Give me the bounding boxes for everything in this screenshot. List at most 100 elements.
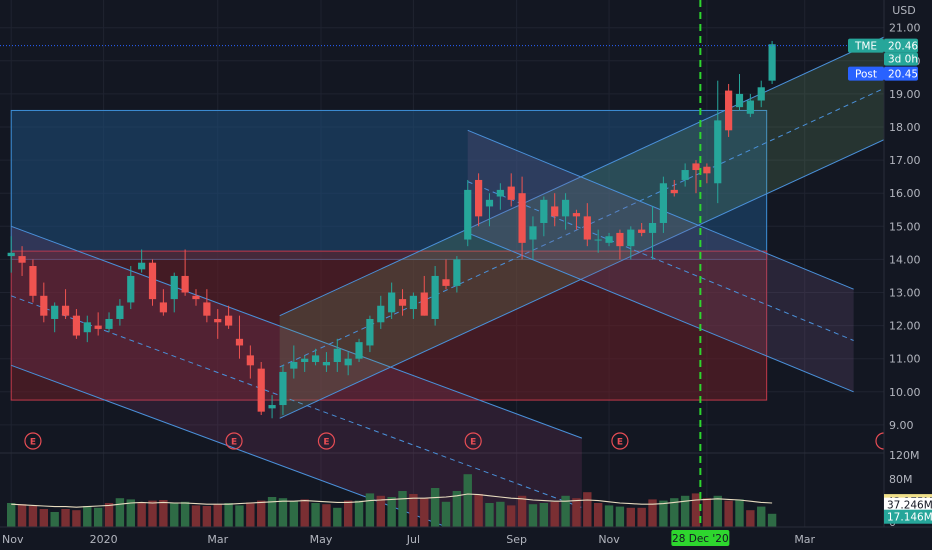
volume-bar [659, 500, 668, 527]
volume-bar [289, 501, 299, 527]
candle-body [529, 226, 537, 240]
volume-bar [376, 495, 385, 527]
channel-down-left-upper [11, 225, 583, 439]
volume-bar [83, 506, 92, 527]
crosshair-date-label: 28 Dec '20 [672, 533, 729, 545]
candle-body [94, 325, 102, 329]
price-tick-label: 21.00 [889, 22, 921, 35]
volume-bar [180, 501, 190, 527]
candle-body [40, 295, 48, 316]
channel-down-right-median [467, 181, 854, 341]
volume-bar [354, 500, 364, 527]
volume-bar [572, 498, 581, 527]
volume-bar [757, 506, 766, 527]
volume-bar [713, 495, 722, 527]
candle-body [638, 229, 646, 233]
time-tick-label: Mar [207, 533, 228, 546]
last-price-tag [884, 38, 918, 53]
candle-body [725, 90, 733, 131]
rectangle-blue [10, 109, 768, 260]
price-tick-label: 13.00 [889, 287, 921, 300]
post-price-label: 20.45 [888, 69, 918, 81]
earnings-marker-label: E [617, 438, 623, 448]
earnings-marker-label: E [30, 438, 36, 448]
candle-body [398, 299, 407, 306]
volume-bar [365, 493, 375, 527]
candle-body [246, 355, 254, 366]
candle-body [268, 405, 276, 409]
crosshair-layer [0, 0, 884, 527]
earnings-marker-label: E [231, 438, 237, 448]
candle-body [377, 305, 385, 323]
volume-bar [441, 501, 451, 527]
volume-bar [39, 509, 49, 527]
price-tick-label: 16.00 [889, 187, 921, 200]
volume-bar [257, 500, 266, 527]
candle-body [301, 358, 309, 363]
volume-bar [539, 503, 549, 527]
volume-bar [267, 497, 277, 527]
volume-bar [202, 506, 212, 527]
post-price-tag [884, 66, 918, 81]
candle-body [214, 318, 222, 323]
volume-bar [104, 503, 114, 527]
volume-bar [724, 500, 733, 527]
candle-body [605, 236, 613, 243]
price-axis-bg [884, 0, 932, 550]
candle-body [7, 252, 15, 257]
volume-tag [884, 497, 932, 512]
candles-layer [7, 40, 776, 419]
volume-bar [670, 498, 679, 527]
volume-bar [28, 506, 38, 527]
candle-body [225, 315, 233, 326]
price-tick-label: 10.00 [889, 386, 921, 399]
volume-bar [50, 512, 59, 527]
candle-body [518, 193, 526, 243]
volume-bar [746, 510, 755, 527]
candle-body [540, 199, 548, 223]
volume-bar [61, 509, 70, 527]
candle-body [170, 275, 178, 300]
volume-bar [333, 507, 342, 527]
volume-bar [626, 507, 635, 527]
volume-bar [507, 505, 516, 527]
time-tick-label: May [310, 533, 333, 546]
candle-body [681, 170, 689, 180]
volume-bar [691, 493, 701, 527]
candle-body [453, 259, 461, 286]
volume-tick-label: 80M [889, 473, 913, 486]
price-tick-label: 17.00 [889, 154, 921, 167]
candle-body [51, 305, 59, 319]
last-price-label: 20.46 [888, 41, 918, 53]
volume-bar [485, 503, 494, 527]
volume-ma-line [11, 493, 773, 508]
time-tick-label: Mar [794, 533, 815, 546]
candle-body [420, 292, 428, 316]
volume-bar [615, 506, 625, 527]
volume-bar [430, 488, 440, 527]
candle-body [507, 186, 515, 200]
earnings-marker [24, 432, 42, 450]
price-tick-label: 15.00 [889, 220, 921, 233]
time-axis-bg [0, 527, 932, 550]
volume-tag-label: 17.146M [887, 512, 932, 524]
volume-bar [637, 507, 646, 527]
candle-body [192, 295, 200, 300]
candle-body [72, 315, 81, 336]
candle-body [735, 93, 744, 108]
price-tick-label: 19.00 [889, 88, 921, 101]
volume-bar [528, 504, 538, 527]
candle-body [485, 199, 494, 207]
volume-bar [213, 504, 222, 527]
volume-bar [648, 499, 657, 527]
volume-bar [93, 507, 103, 527]
candle-body [464, 189, 472, 240]
symbol-tag-label: TME [854, 41, 877, 53]
earnings-marker [317, 432, 336, 450]
volume-bar [398, 491, 407, 527]
candle-body [746, 100, 754, 114]
candle-body [616, 232, 624, 247]
time-tick-label: Jul [406, 533, 420, 546]
